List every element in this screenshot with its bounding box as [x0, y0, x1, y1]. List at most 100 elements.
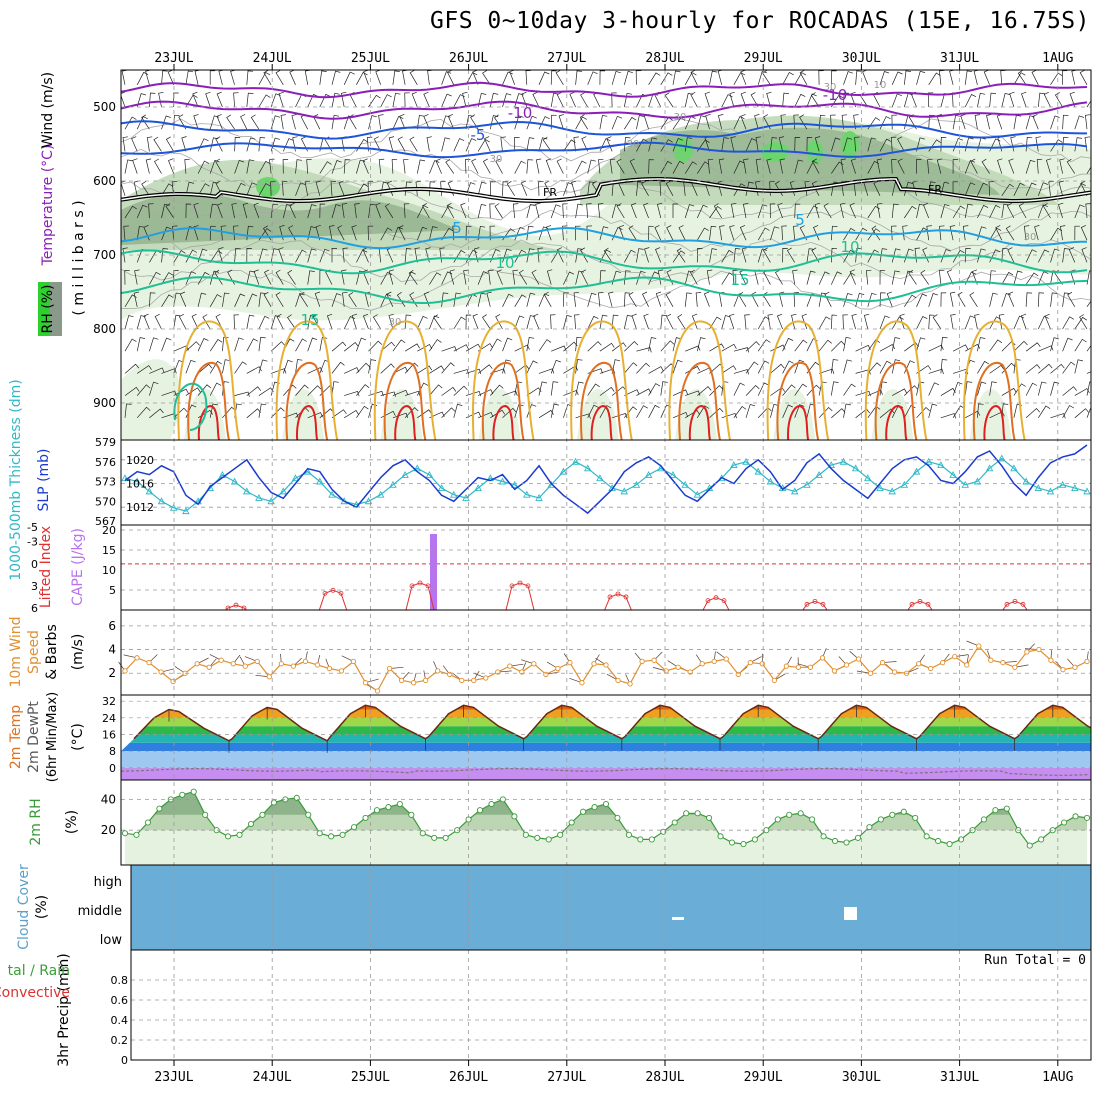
wind-barb [890, 136, 897, 152]
wind-barb [563, 139, 576, 152]
wind-speed-point [819, 655, 826, 661]
wind-barb [368, 115, 377, 130]
wind-barb [131, 136, 138, 152]
rh-2m-point [820, 833, 827, 840]
wind-barb [685, 410, 700, 419]
rh-legend-swatch [50, 282, 62, 336]
wind-barb [574, 314, 580, 330]
wind-barb [830, 70, 837, 85]
wind-barb [1050, 72, 1063, 85]
wind-barb [989, 316, 1001, 330]
wind-barb [1044, 313, 1051, 330]
wind-barb [1086, 371, 1091, 374]
wind-barb [563, 341, 578, 352]
wind-barb [952, 249, 965, 263]
wind-barb [965, 410, 981, 419]
rh-2m-point [706, 814, 713, 821]
wind-barb [253, 269, 260, 285]
thickness-point [961, 480, 969, 488]
rh-2m-point [121, 830, 129, 837]
rh-2m-point [694, 810, 701, 817]
wind-barb [319, 203, 326, 219]
wind-barb [928, 314, 935, 330]
wind-barb [209, 270, 219, 285]
thickness-point [851, 464, 860, 472]
wind-barb [538, 293, 550, 307]
wind-barb [843, 137, 853, 152]
wind-barb [624, 116, 637, 130]
wind-barb [331, 248, 337, 263]
wind-speed-point [531, 661, 537, 667]
wind-barb [314, 291, 321, 307]
wind-barb [544, 180, 552, 196]
wind-barb [535, 158, 542, 174]
wind-barb [465, 225, 472, 241]
wind-barb [289, 202, 296, 219]
wind-speed-point [507, 663, 513, 669]
wind-barb [599, 405, 612, 418]
rh-2m-point [202, 811, 209, 818]
wind-barb [678, 225, 686, 241]
temp-contour-30 [885, 405, 908, 440]
lifted-index-point [820, 601, 826, 607]
wind-barb [691, 313, 698, 330]
wind-barb [402, 70, 408, 85]
wind-speed-point [1060, 667, 1066, 673]
wind-barb [977, 92, 986, 108]
wind-barb [891, 248, 901, 263]
wind-barb [538, 339, 552, 352]
wind-barb [449, 269, 455, 285]
wind-barb [811, 158, 820, 174]
contour-label: 30 [389, 317, 402, 328]
wind-barb [717, 70, 724, 85]
contour-label: 30 [824, 82, 837, 93]
wind-barb [307, 337, 318, 352]
wind-barb [356, 249, 368, 263]
wind-barb [806, 270, 816, 285]
wind-barb [300, 136, 309, 152]
wind-barb [526, 159, 533, 174]
wind-barb [1037, 292, 1045, 307]
wind-barb [514, 249, 527, 263]
wind-barb [628, 225, 637, 241]
wind-barb [538, 381, 547, 396]
wind-barb [705, 114, 711, 130]
wind-barb [1074, 115, 1085, 130]
wind-barb [623, 70, 633, 85]
wind-barb [902, 225, 908, 241]
wind-barb [575, 359, 583, 374]
wind-barb [755, 158, 762, 174]
lifted-index-line [604, 593, 632, 610]
wind-barb [916, 293, 928, 307]
wind-barb [794, 339, 808, 352]
wind-barb [495, 158, 503, 174]
wind-barb [879, 408, 895, 419]
rh-dark-area [121, 193, 460, 245]
rh-2m-point [476, 807, 484, 814]
wind-barb [351, 225, 357, 241]
thickness-point [243, 487, 251, 495]
wind-barb [745, 361, 759, 374]
wind-barb [514, 115, 524, 130]
wind-barb [404, 248, 412, 263]
wind-barb [672, 389, 689, 396]
wind-barb [550, 114, 557, 130]
wind-barb [1013, 72, 1026, 85]
wind-barb [209, 159, 220, 174]
wind-barb [830, 225, 838, 241]
wind-barb [697, 405, 710, 418]
contour-label: 30 [627, 139, 640, 150]
wind-barb [258, 359, 268, 374]
wind-barb [326, 313, 333, 330]
wind-barb [740, 70, 747, 85]
wind-barb [630, 202, 637, 219]
wind-barb [660, 160, 673, 174]
thickness-point [815, 470, 823, 478]
wind-speed-point [891, 669, 898, 675]
wind10-unit-label: (m/s) [70, 634, 86, 671]
wind-barb [185, 271, 197, 285]
wind-barb [161, 248, 169, 263]
wind-barb [666, 225, 674, 241]
wind-barb [623, 92, 633, 108]
wind-barb [879, 292, 886, 307]
